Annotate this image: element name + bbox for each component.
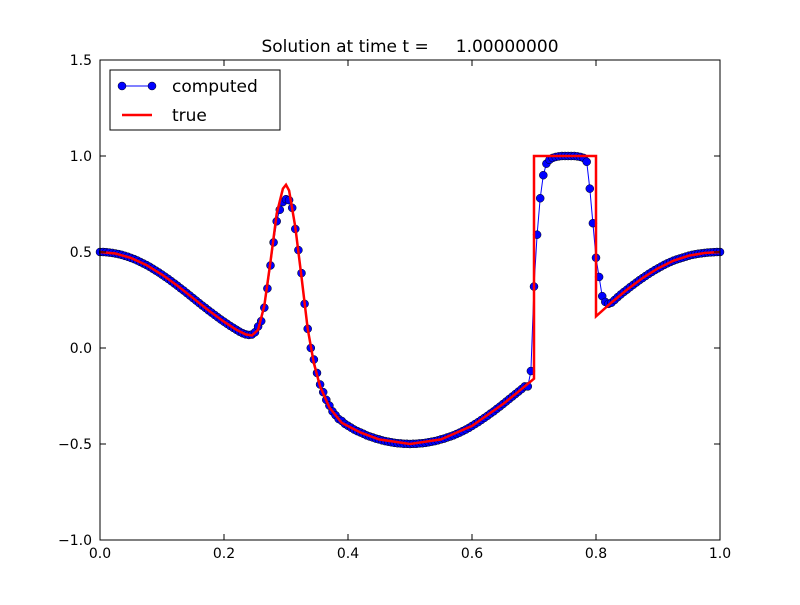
legend-computed-label: computed [172, 77, 258, 97]
axes-frame [99, 59, 721, 541]
ticks-layer [99, 59, 721, 541]
tick-labels-layer: 0.0 0.2 0.4 0.6 0.8 1.0 −1.0 −0.5 0.0 0.5 1.0 1.5 [58, 53, 731, 562]
computed-point [539, 170, 548, 180]
legend: computed true [109, 69, 281, 131]
chart-title: Solution at time t = 1.00000000 [261, 37, 558, 57]
x-tick-label: 0.8 [585, 546, 607, 562]
y-tick-label: 0.0 [70, 341, 92, 357]
computed-point [535, 193, 545, 203]
x-tick-label: 0.6 [461, 546, 483, 562]
series-true-line [99, 154, 721, 446]
x-tick-label: 0.4 [337, 546, 359, 562]
legend-computed-marker [117, 81, 127, 91]
series-layer [95, 151, 725, 449]
legend-box [109, 69, 281, 131]
y-tick-label: 1.5 [70, 53, 92, 69]
y-tick-label: 1.0 [70, 149, 92, 165]
computed-point [582, 157, 591, 167]
x-tick-label: 1.0 [709, 546, 731, 562]
legend-computed-marker [147, 81, 157, 91]
y-tick-label: −1.0 [58, 533, 92, 549]
x-tick-label: 0.2 [213, 546, 235, 562]
y-tick-label: −0.5 [58, 437, 92, 453]
legend-true-label: true [172, 106, 207, 126]
computed-point [585, 184, 595, 193]
x-tick-label: 0.0 [89, 546, 111, 562]
y-tick-label: 0.5 [70, 245, 92, 261]
